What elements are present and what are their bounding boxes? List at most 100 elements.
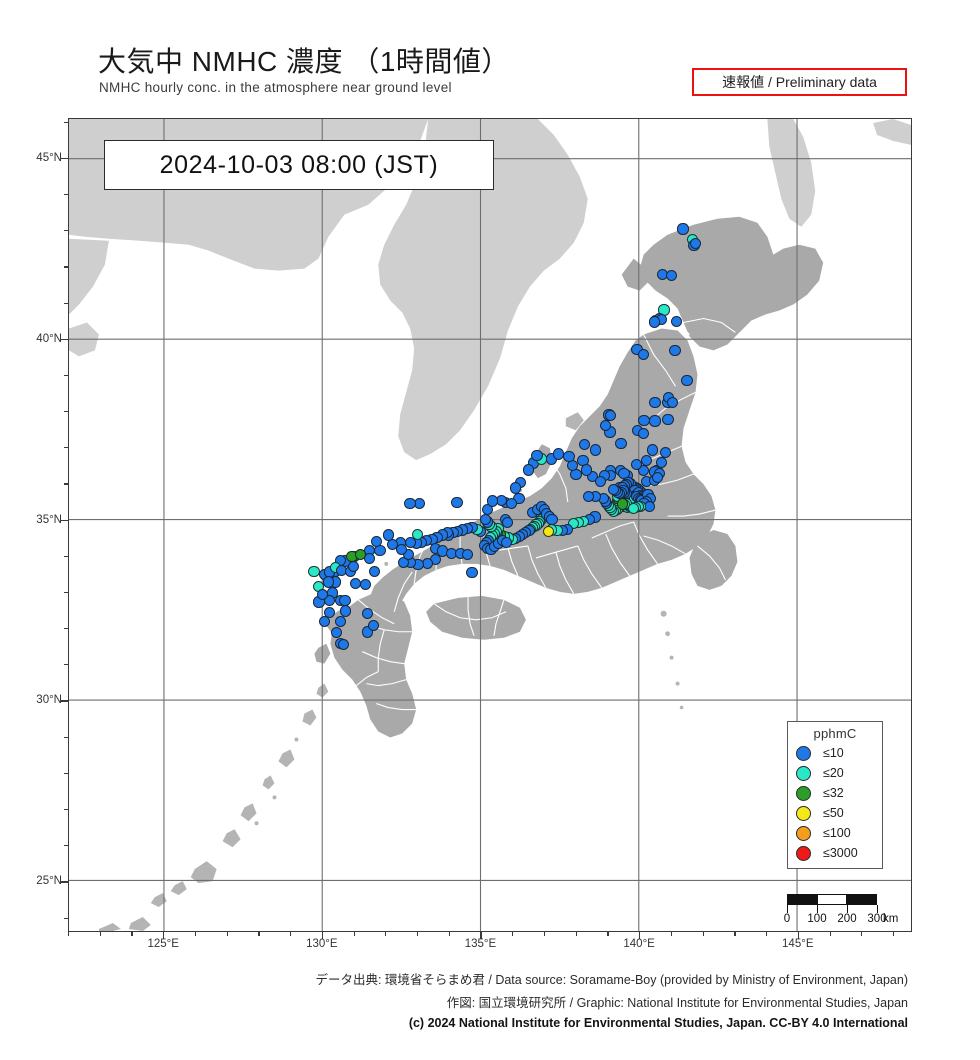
lat-tick: [61, 338, 68, 340]
lon-tick: [480, 932, 482, 939]
legend-item[interactable]: ≤50: [788, 803, 882, 823]
data-point[interactable]: [354, 548, 366, 561]
data-point[interactable]: [669, 344, 681, 357]
data-point[interactable]: [590, 444, 602, 456]
data-point[interactable]: [689, 237, 701, 250]
data-point[interactable]: [361, 608, 373, 620]
data-point[interactable]: [506, 497, 518, 509]
legend-item[interactable]: ≤100: [788, 823, 882, 843]
lon-tick-minor: [829, 932, 831, 936]
data-point[interactable]: [671, 315, 683, 328]
data-point[interactable]: [600, 420, 612, 432]
data-point[interactable]: [637, 465, 649, 477]
data-point[interactable]: [466, 567, 478, 579]
data-point[interactable]: [337, 638, 350, 650]
data-point[interactable]: [421, 557, 434, 569]
data-point[interactable]: [362, 626, 374, 638]
legend-item-label: ≤20: [823, 766, 844, 780]
data-point[interactable]: [479, 514, 491, 526]
data-point[interactable]: [308, 565, 320, 577]
legend-item[interactable]: ≤32: [788, 783, 882, 803]
data-point[interactable]: [627, 502, 639, 514]
data-point[interactable]: [340, 605, 352, 617]
data-point[interactable]: [630, 458, 642, 470]
data-point[interactable]: [647, 444, 659, 456]
data-point[interactable]: [662, 413, 674, 425]
data-point[interactable]: [615, 438, 627, 450]
lat-tick-minor: [64, 555, 68, 557]
data-point[interactable]: [649, 397, 661, 409]
data-point[interactable]: [395, 543, 408, 556]
legend-item-label: ≤50: [823, 806, 844, 820]
data-point[interactable]: [411, 528, 423, 540]
data-point[interactable]: [659, 446, 672, 459]
data-point[interactable]: [681, 374, 693, 386]
data-point[interactable]: [531, 449, 543, 462]
data-point[interactable]: [563, 451, 575, 463]
data-point[interactable]: [607, 483, 620, 496]
data-point[interactable]: [509, 482, 521, 494]
data-point[interactable]: [318, 616, 330, 628]
data-point[interactable]: [349, 578, 361, 590]
data-point[interactable]: [567, 517, 580, 530]
data-point[interactable]: [500, 536, 512, 548]
scalebar-label: 0: [783, 913, 791, 925]
data-point[interactable]: [637, 348, 649, 360]
lon-tick-minor: [892, 932, 895, 936]
izu-islands: [660, 610, 684, 710]
lat-label: 25°N: [36, 875, 62, 888]
data-point[interactable]: [546, 514, 558, 526]
data-point[interactable]: [552, 448, 564, 460]
data-point[interactable]: [382, 529, 394, 541]
data-point[interactable]: [368, 565, 380, 577]
data-point[interactable]: [360, 578, 372, 590]
legend-item[interactable]: ≤3000: [788, 843, 882, 863]
lon-tick-minor: [68, 932, 70, 936]
lat-tick-minor: [64, 374, 68, 377]
data-point[interactable]: [316, 589, 328, 601]
data-point[interactable]: [595, 475, 607, 488]
data-point[interactable]: [651, 471, 664, 483]
data-point[interactable]: [542, 525, 554, 537]
data-point[interactable]: [648, 316, 660, 328]
data-point[interactable]: [638, 415, 650, 427]
legend-panel: pphmC ≤10 ≤20 ≤32 ≤50 ≤100 ≤3000: [787, 721, 883, 869]
lon-tick-minor: [512, 932, 514, 936]
data-point[interactable]: [580, 464, 592, 476]
legend-swatch-icon: [796, 765, 811, 781]
data-point[interactable]: [486, 495, 499, 507]
data-point[interactable]: [583, 491, 595, 503]
data-point[interactable]: [637, 428, 649, 440]
data-point[interactable]: [339, 594, 351, 606]
data-point[interactable]: [677, 223, 689, 235]
legend-item[interactable]: ≤20: [788, 763, 882, 783]
data-point[interactable]: [616, 498, 628, 510]
legend-item[interactable]: ≤10: [788, 743, 882, 763]
data-point[interactable]: [347, 560, 359, 572]
data-point[interactable]: [404, 497, 416, 510]
legend-item-label: ≤10: [823, 746, 844, 760]
lon-tick-minor: [417, 932, 419, 936]
data-point[interactable]: [665, 269, 677, 281]
data-point[interactable]: [522, 464, 535, 476]
data-point[interactable]: [656, 457, 668, 469]
data-point[interactable]: [330, 627, 342, 639]
data-point[interactable]: [579, 439, 591, 451]
data-point[interactable]: [461, 548, 473, 561]
data-point[interactable]: [451, 496, 463, 509]
lon-tick-minor: [385, 932, 387, 936]
lon-tick-minor: [99, 932, 101, 936]
data-point[interactable]: [364, 552, 376, 564]
data-point[interactable]: [649, 415, 661, 427]
data-point[interactable]: [334, 616, 346, 628]
scalebar-tick: [847, 905, 849, 913]
data-point[interactable]: [604, 410, 616, 422]
data-point[interactable]: [371, 535, 383, 548]
map-canvas[interactable]: [68, 118, 912, 932]
lon-tick-minor: [670, 932, 673, 936]
data-point[interactable]: [368, 619, 380, 632]
data-point[interactable]: [322, 576, 335, 588]
data-point[interactable]: [501, 517, 514, 529]
data-point[interactable]: [667, 397, 679, 409]
hokkaido: [621, 216, 824, 351]
